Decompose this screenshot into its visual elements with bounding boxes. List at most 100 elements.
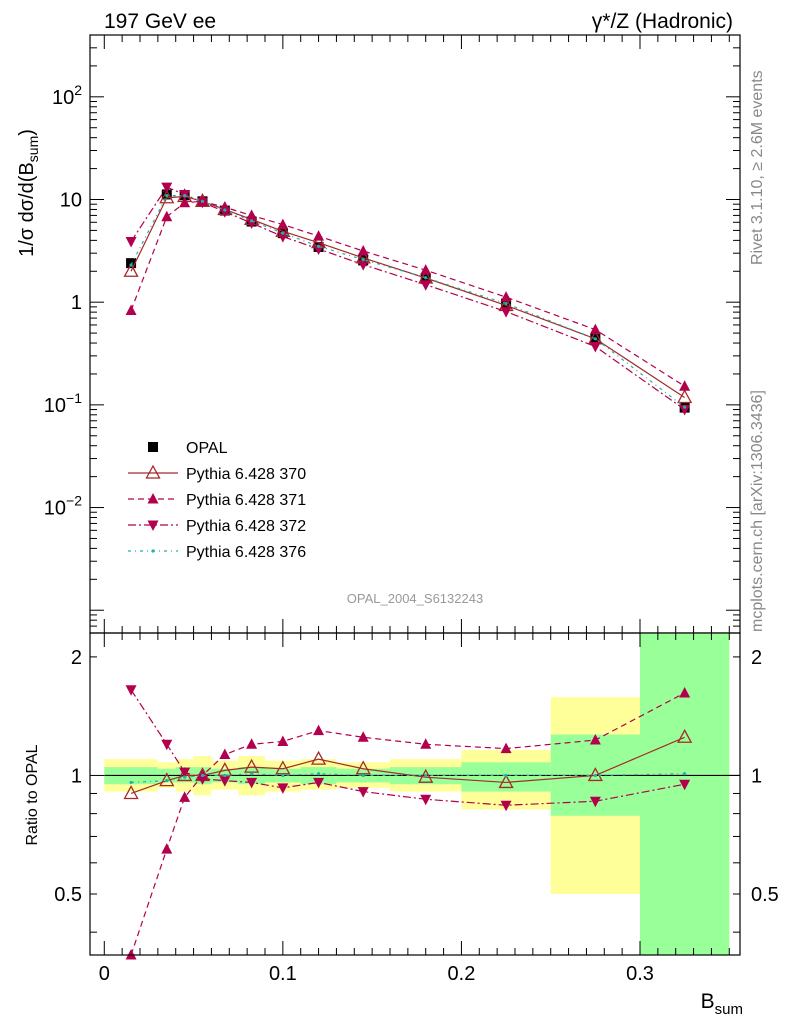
ratio-point-pythia-6-428-376 xyxy=(593,773,597,778)
main-point-pythia-6-428-371 xyxy=(125,304,137,315)
ratio-point-pythia-6-428-376 xyxy=(424,773,428,778)
main-point-pythia-6-428-371 xyxy=(277,218,289,230)
main-point-pythia-6-428-372 xyxy=(589,342,601,353)
ratio-point-pythia-6-428-372 xyxy=(246,777,258,789)
ratio-point-pythia-6-428-371 xyxy=(589,734,601,745)
ratio-point-pythia-6-428-372 xyxy=(219,776,231,787)
ratio-point-pythia-6-428-372 xyxy=(357,787,369,798)
main-point-pythia-6-428-371 xyxy=(313,230,325,241)
main-point-pythia-6-428-370 xyxy=(677,389,693,404)
ratio-point-pythia-6-428-370 xyxy=(587,767,603,782)
legend-marker-pythia-6-428-372 xyxy=(147,520,159,531)
ratio-point-pythia-6-428-371 xyxy=(246,738,258,749)
ratio-point-pythia-6-428-376 xyxy=(223,773,227,778)
header-left-label: 197 GeV ee xyxy=(104,10,216,33)
main-y-axis-title: 1/σ dσ/d(Bsum) xyxy=(16,129,41,257)
legend-label-opal: OPAL xyxy=(186,440,228,457)
main-point-pythia-6-428-376 xyxy=(165,194,169,198)
ratio-y-tick-label-right: 1 xyxy=(751,765,762,787)
main-y-tick-label: 10−1 xyxy=(44,390,82,417)
main-plot: OPAL_2004_S6132243 102 10 1 10−1 10−2 1/σ dσ… xyxy=(16,34,741,634)
ratio-point-pythia-6-428-370 xyxy=(177,767,193,782)
main-line-pythia-6-428-372 xyxy=(130,186,685,411)
main-point-pythia-6-428-376 xyxy=(129,263,133,267)
main-point-pythia-6-428-371 xyxy=(161,210,173,222)
main-point-pythia-6-428-372 xyxy=(125,236,137,248)
ratio-point-pythia-6-428-376 xyxy=(250,772,254,776)
ratio-y-tick-label: 2 xyxy=(71,647,82,669)
main-point-pythia-6-428-376 xyxy=(250,219,254,223)
ratio-point-pythia-6-428-372 xyxy=(197,774,208,785)
ratio-point-pythia-6-428-376 xyxy=(129,780,133,785)
main-y-tick-label: 102 xyxy=(52,82,82,109)
main-point-pythia-6-428-376 xyxy=(183,194,187,198)
main-point-pythia-6-428-372 xyxy=(357,260,369,271)
legend-marker-pythia-6-428-370 xyxy=(145,464,161,479)
ratio-point-pythia-6-428-376 xyxy=(316,772,321,776)
legend-label-pythia-6-428-370: Pythia 6.428 370 xyxy=(186,466,306,483)
main-line-pythia-6-428-376 xyxy=(130,195,686,408)
ratio-x-tick-label: 0 xyxy=(99,963,110,985)
ratio-point-pythia-6-428-376 xyxy=(281,773,285,778)
ratio-point-pythia-6-428-376 xyxy=(361,773,365,778)
main-point-pythia-6-428-376 xyxy=(361,257,365,262)
ratio-point-pythia-6-428-376 xyxy=(683,772,687,776)
ratio-point-pythia-6-428-371 xyxy=(219,748,231,760)
main-point-pythia-6-428-376 xyxy=(223,208,227,212)
ratio-y-tick-label: 0.5 xyxy=(54,884,82,906)
main-point-pythia-6-428-371 xyxy=(679,380,691,391)
main-point-pythia-6-428-376 xyxy=(683,405,687,409)
watermark-label: OPAL_2004_S6132243 xyxy=(347,591,483,606)
ratio-point-pythia-6-428-372 xyxy=(500,800,512,812)
ratio-point-pythia-6-428-372 xyxy=(313,777,325,789)
legend-marker-pythia-6-428-376 xyxy=(151,549,155,553)
main-point-pythia-6-428-371 xyxy=(500,291,512,302)
ratio-point-pythia-6-428-371 xyxy=(679,686,691,698)
ratio-point-pythia-6-428-371 xyxy=(277,735,289,746)
ratio-point-pythia-6-428-371 xyxy=(313,724,325,736)
main-y-tick-label: 1 xyxy=(71,292,82,314)
legend-marker-opal xyxy=(148,442,158,452)
main-point-pythia-6-428-372 xyxy=(219,207,231,218)
main-y-tick-label: 10 xyxy=(60,189,82,211)
rivet-label: Rivet 3.1.10, ≥ 2.6M events xyxy=(749,70,766,265)
ratio-frame xyxy=(89,632,741,956)
main-point-pythia-6-428-371 xyxy=(589,323,601,335)
x-axis-title: Bsum xyxy=(701,990,743,1018)
ratio-point-pythia-6-428-370 xyxy=(275,760,291,775)
legend: OPAL Pythia 6.428 370 Pythia 6.428 371 Pyth… xyxy=(128,440,306,561)
ratio-point-pythia-6-428-371 xyxy=(125,949,137,960)
main-y-tick-label: 10−2 xyxy=(44,493,82,520)
source-label: mcplots.cern.ch [arXiv:1306.3436] xyxy=(749,390,766,632)
main-point-pythia-6-428-372 xyxy=(246,218,258,230)
ratio-point-pythia-6-428-371 xyxy=(420,738,432,749)
main-point-pythia-6-428-372 xyxy=(161,182,173,194)
ratio-point-pythia-6-428-372 xyxy=(125,685,137,696)
uncertainty-band-inner xyxy=(640,633,730,955)
ratio-point-pythia-6-428-371 xyxy=(500,742,512,754)
legend-label-pythia-6-428-371: Pythia 6.428 371 xyxy=(186,492,306,509)
legend-marker-pythia-6-428-371 xyxy=(147,493,159,504)
ratio-point-pythia-6-428-371 xyxy=(179,791,191,802)
ratio-point-pythia-6-428-370 xyxy=(498,774,514,789)
ratio-point-pythia-6-428-371 xyxy=(161,843,173,854)
legend-label-pythia-6-428-372: Pythia 6.428 372 xyxy=(186,518,306,535)
main-point-pythia-6-428-372 xyxy=(500,307,512,318)
ratio-point-pythia-6-428-370 xyxy=(159,772,175,787)
main-point-pythia-6-428-376 xyxy=(593,337,597,341)
main-point-pythia-6-428-372 xyxy=(679,405,691,416)
header-right-label: γ*/Z (Hadronic) xyxy=(592,10,733,33)
ratio-point-pythia-6-428-372 xyxy=(179,767,191,779)
ratio-point-pythia-6-428-376 xyxy=(183,775,187,779)
ratio-point-pythia-6-428-370 xyxy=(355,760,371,775)
ratio-point-pythia-6-428-372 xyxy=(277,783,289,794)
ratio-point-pythia-6-428-376 xyxy=(165,779,169,783)
ratio-x-tick-label: 0.2 xyxy=(448,963,476,985)
main-point-pythia-6-428-370 xyxy=(159,189,175,204)
ratio-point-pythia-6-428-372 xyxy=(589,796,601,808)
main-point-pythia-6-428-376 xyxy=(316,244,321,248)
ratio-point-pythia-6-428-372 xyxy=(420,794,432,806)
main-point-pythia-6-428-376 xyxy=(424,276,428,280)
ratio-point-pythia-6-428-371 xyxy=(357,731,369,742)
